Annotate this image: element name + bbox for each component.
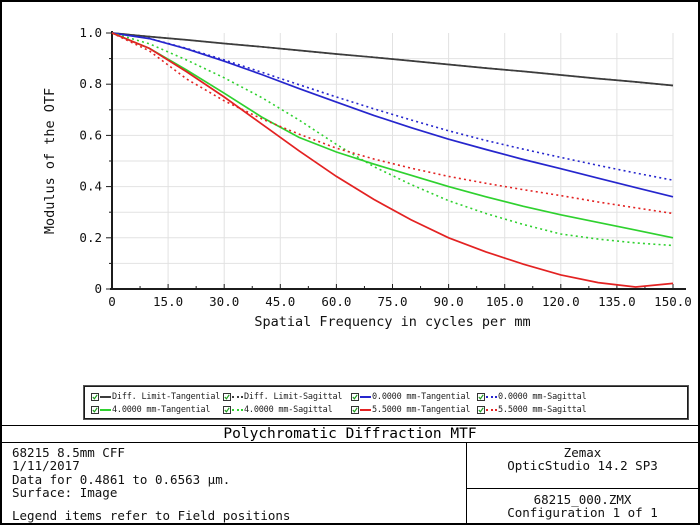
svg-text:135.0: 135.0 [598,294,636,309]
file-info-cell: 68215_000.ZMX Configuration 1 of 1 [467,489,698,523]
svg-text:30.0: 30.0 [209,294,239,309]
svg-text:60.0: 60.0 [321,294,351,309]
legend-item[interactable]: 5.5000 mm-Sagittal [477,405,687,415]
svg-text:0: 0 [94,281,102,296]
svg-text:0.4: 0.4 [79,179,102,194]
surface-label: Surface: Image [12,485,118,501]
svg-text:90.0: 90.0 [434,294,464,309]
series-5-5000-mm-sagittal [111,32,674,215]
legend-line-sample-icon [360,408,371,411]
series-4-0000-mm-tangential [111,32,674,239]
series-4-0000-mm-sagittal [111,32,674,247]
svg-text:15.0: 15.0 [153,294,183,309]
svg-text:0.2: 0.2 [79,230,102,245]
app-info-cell: Zemax OpticStudio 14.2 SP3 [467,443,698,489]
svg-text:75.0: 75.0 [377,294,407,309]
tick-marks [106,32,674,290]
svg-text:0.8: 0.8 [79,76,102,91]
legend-line-sample-icon [232,395,243,398]
legend-item[interactable]: 4.0000 mm-Tangential [91,405,223,415]
svg-text:150.0: 150.0 [654,294,692,309]
series-0-0000-mm-sagittal [111,32,674,181]
svg-text:105.0: 105.0 [486,294,524,309]
series-diff-limit-sagittal [111,32,674,87]
chart-title: Polychromatic Diffraction MTF [2,425,698,443]
svg-text:45.0: 45.0 [265,294,295,309]
legend-item[interactable]: 0.0000 mm-Tangential [351,392,477,402]
mtf-chart: 0 0.2 0.4 0.6 0.8 1.0 0 15.0 30.0 45.0 60.0 75.0 90.… [42,25,692,330]
legend-item[interactable]: Diff. Limit-Tangential [91,392,223,402]
checkbox-icon[interactable] [477,392,485,401]
legend-item-label: Diff. Limit-Tangential [112,391,221,402]
svg-text:0: 0 [108,294,116,309]
legend-item-label: 0.0000 mm-Tangential [372,391,471,402]
lens-title: 68215 8.5mm CFF [12,445,125,460]
legend-line-sample-icon [486,395,497,398]
legend-item[interactable]: Diff. Limit-Sagittal [223,392,351,402]
legend-item-label: 5.5000 mm-Tangential [372,404,471,415]
legend-item[interactable]: 0.0000 mm-Sagittal [477,392,687,402]
series-0-0000-mm-tangential [111,32,674,198]
app-info-column: Zemax OpticStudio 14.2 SP3 68215_000.ZMX… [467,443,698,523]
report-footer: 68215 8.5mm CFF 1/11/2017 Data for 0.486… [2,443,698,523]
report-date: 1/11/2017 [12,458,80,474]
legend-box: Diff. Limit-Tangential Diff. Limit-Sagitt… [83,385,689,420]
legend-item-label: 4.0000 mm-Tangential [112,404,211,415]
checkbox-icon[interactable] [91,392,99,401]
legend-item[interactable]: 4.0000 mm-Sagittal [223,405,351,415]
app-name: Zemax [563,445,602,460]
y-axis-title: Modulus of the OTF [42,88,58,234]
legend-item-label: 0.0000 mm-Sagittal [498,391,587,402]
checkbox-icon[interactable] [223,392,231,401]
legend-item[interactable]: 5.5000 mm-Tangential [351,405,477,415]
legend-line-sample-icon [100,408,111,411]
legend-line-sample-icon [100,395,111,398]
checkbox-icon[interactable] [91,405,99,414]
series-5-5000-mm-tangential [111,32,674,288]
legend-item-label: 5.5000 mm-Sagittal [498,404,587,415]
legend-item-label: Diff. Limit-Sagittal [244,391,343,402]
file-name: 68215_000.ZMX [533,492,632,507]
configuration-label: Configuration 1 of 1 [507,505,658,521]
lens-info-cell: 68215 8.5mm CFF 1/11/2017 Data for 0.486… [2,443,467,523]
checkbox-icon[interactable] [223,405,231,414]
legend-line-sample-icon [486,408,497,411]
checkbox-icon[interactable] [477,405,485,414]
legend-note: Legend items refer to Field positions [12,507,291,523]
tick-labels: 0 0.2 0.4 0.6 0.8 1.0 0 15.0 30.0 45.0 60.0 75.0 90.… [79,25,691,309]
checkbox-icon[interactable] [351,392,359,401]
app-version: OpticStudio 14.2 SP3 [507,458,658,474]
svg-text:1.0: 1.0 [79,25,102,40]
svg-text:0.6: 0.6 [79,127,102,142]
svg-text:120.0: 120.0 [542,294,580,309]
legend-line-sample-icon [360,395,371,398]
gridlines [112,33,674,289]
x-axis-title: Spatial Frequency in cycles per mm [254,314,530,330]
checkbox-icon[interactable] [351,405,359,414]
legend-line-sample-icon [232,408,243,411]
wavelength-range: Data for 0.4861 to 0.6563 µm. [12,471,231,487]
legend-item-label: 4.0000 mm-Sagittal [244,404,333,415]
